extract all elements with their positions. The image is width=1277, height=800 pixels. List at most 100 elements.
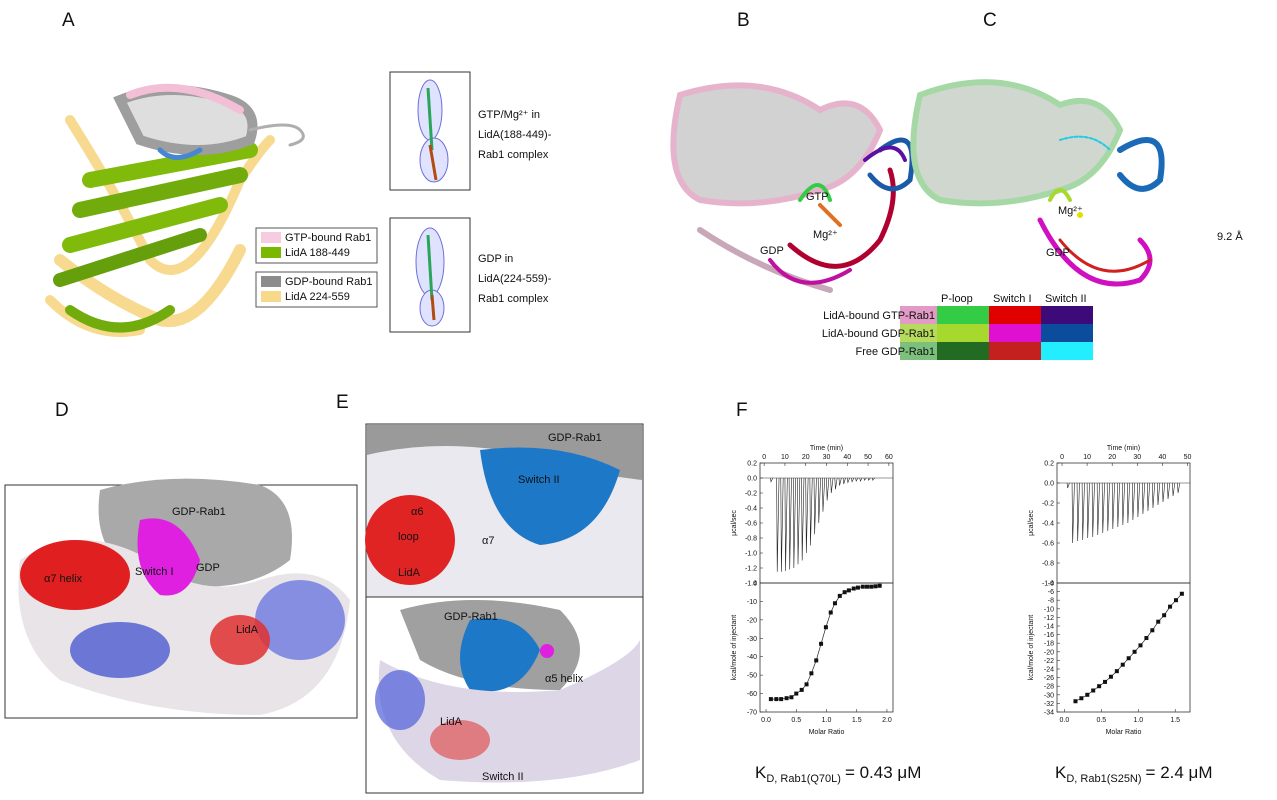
x-tick-label: 0.0 <box>1060 717 1070 724</box>
data-point <box>828 610 833 615</box>
x-tick-label: 0.5 <box>1096 717 1106 724</box>
injection-peak <box>838 477 842 486</box>
y-tick-label: -0.6 <box>745 521 757 528</box>
y-tick-label: -16 <box>1044 632 1054 639</box>
injection-peak <box>830 477 834 494</box>
y-tick-label: -0.6 <box>1042 541 1054 548</box>
surface-label: Switch I <box>135 566 174 578</box>
surface-label: LidA <box>398 567 421 579</box>
data-point <box>1179 591 1184 596</box>
color-cell <box>989 306 1041 324</box>
injection-peak <box>1086 482 1090 539</box>
x-axis-label: Time (min) <box>810 445 843 452</box>
x-tick-label: 20 <box>1108 454 1116 461</box>
panel-label: A <box>62 10 75 31</box>
injection-peak <box>805 477 809 554</box>
data-point <box>1085 692 1090 697</box>
x-tick-label: 0.5 <box>791 717 801 724</box>
injection-peak <box>1162 482 1166 503</box>
y-tick-label: -0.2 <box>1042 501 1054 508</box>
injection-peak <box>1177 482 1181 494</box>
y-tick-label: -20 <box>1044 649 1054 656</box>
x-axis-label: Time (min) <box>1107 445 1140 452</box>
color-cell <box>1041 306 1093 324</box>
data-point <box>789 695 794 700</box>
table-header: P-loop <box>941 293 973 305</box>
x-tick-label: 20 <box>802 454 810 461</box>
injection-peak <box>859 477 863 482</box>
kd-text: KD, Rab1(Q70L) = 0.43 μM <box>755 763 921 785</box>
y-tick-label: -1.0 <box>1042 581 1054 588</box>
kd-subscript: D, Rab1(S25N) <box>1066 773 1141 785</box>
injection-peak <box>1137 482 1140 518</box>
color-cell <box>937 324 989 342</box>
structure-label: Mg²⁺ <box>813 229 838 241</box>
legend-swatch <box>261 276 281 287</box>
injection-peak <box>1076 482 1080 542</box>
injection-peak <box>1172 482 1176 497</box>
table-row-label: LidA-bound GDP-Rab1 <box>822 328 935 340</box>
color-cell <box>1041 324 1093 342</box>
y-tick-label: -1.0 <box>745 551 757 558</box>
injection-peak <box>1142 482 1146 515</box>
data-point <box>1103 679 1108 684</box>
injection-peak <box>1071 482 1075 544</box>
data-point <box>809 671 814 676</box>
y-tick-label: -26 <box>1044 675 1054 682</box>
injection-peak <box>1116 482 1120 528</box>
x-tick-label: 1.5 <box>1170 717 1180 724</box>
row-tint <box>900 342 937 360</box>
data-point <box>799 687 804 692</box>
kd-text: KD, Rab1(S25N) = 2.4 μM <box>1055 763 1213 785</box>
plot-frame <box>1056 582 1191 713</box>
y-tick-label: -8 <box>1048 598 1054 605</box>
data-point <box>1097 684 1102 689</box>
y-tick-label: 0.0 <box>747 476 757 483</box>
panel-label: B <box>737 10 750 31</box>
structure-label: Mg²⁺ <box>1058 205 1083 217</box>
structure-a <box>45 83 305 337</box>
structure-label: 9.2 Å <box>1217 230 1243 243</box>
injection-peak <box>809 477 813 546</box>
surface-label: α7 <box>482 535 494 547</box>
data-point <box>869 584 874 589</box>
panel-label: C <box>983 10 997 31</box>
x-tick-label: 0 <box>1060 454 1064 461</box>
density-caption: Rab1 complex <box>478 149 549 161</box>
legend-entry: LidA 188-449 <box>285 247 350 259</box>
injection-peak <box>770 477 774 483</box>
surface-d <box>18 478 350 715</box>
data-point <box>846 588 851 593</box>
y-tick-label: -18 <box>1044 641 1054 648</box>
structure-label: GDP <box>760 245 784 257</box>
kd-value: = 2.4 μM <box>1146 763 1213 782</box>
data-point <box>1132 649 1137 654</box>
injection-peak <box>801 477 805 561</box>
surface-label: LidA <box>236 624 259 636</box>
surface-label: Switch II <box>482 771 524 783</box>
kd-value: = 0.43 μM <box>845 763 921 782</box>
legend-swatch <box>261 232 281 243</box>
surface-label: α7 helix <box>44 573 83 585</box>
data-point <box>1150 628 1155 633</box>
color-cell <box>989 324 1041 342</box>
injection-peak <box>1091 482 1095 538</box>
injection-peak <box>792 477 796 569</box>
y-tick-label: -30 <box>747 636 757 643</box>
injection-peak <box>788 477 792 570</box>
plot-frame <box>759 582 894 713</box>
data-point <box>1168 604 1173 609</box>
injection-peak <box>1111 482 1115 530</box>
x-tick-label: 30 <box>823 454 831 461</box>
surface-label: GDP <box>196 562 220 574</box>
table-header: Switch II <box>1045 293 1087 305</box>
structure-label: GTP <box>806 191 829 203</box>
panel-label: F <box>736 400 748 421</box>
kd-symbol: K <box>755 763 767 782</box>
legend-swatch <box>261 291 281 302</box>
x-tick-label: 60 <box>885 454 893 461</box>
injection-peak <box>842 477 846 485</box>
injection-peak <box>863 477 867 481</box>
data-point <box>1162 613 1167 618</box>
injection-peak <box>851 477 855 483</box>
